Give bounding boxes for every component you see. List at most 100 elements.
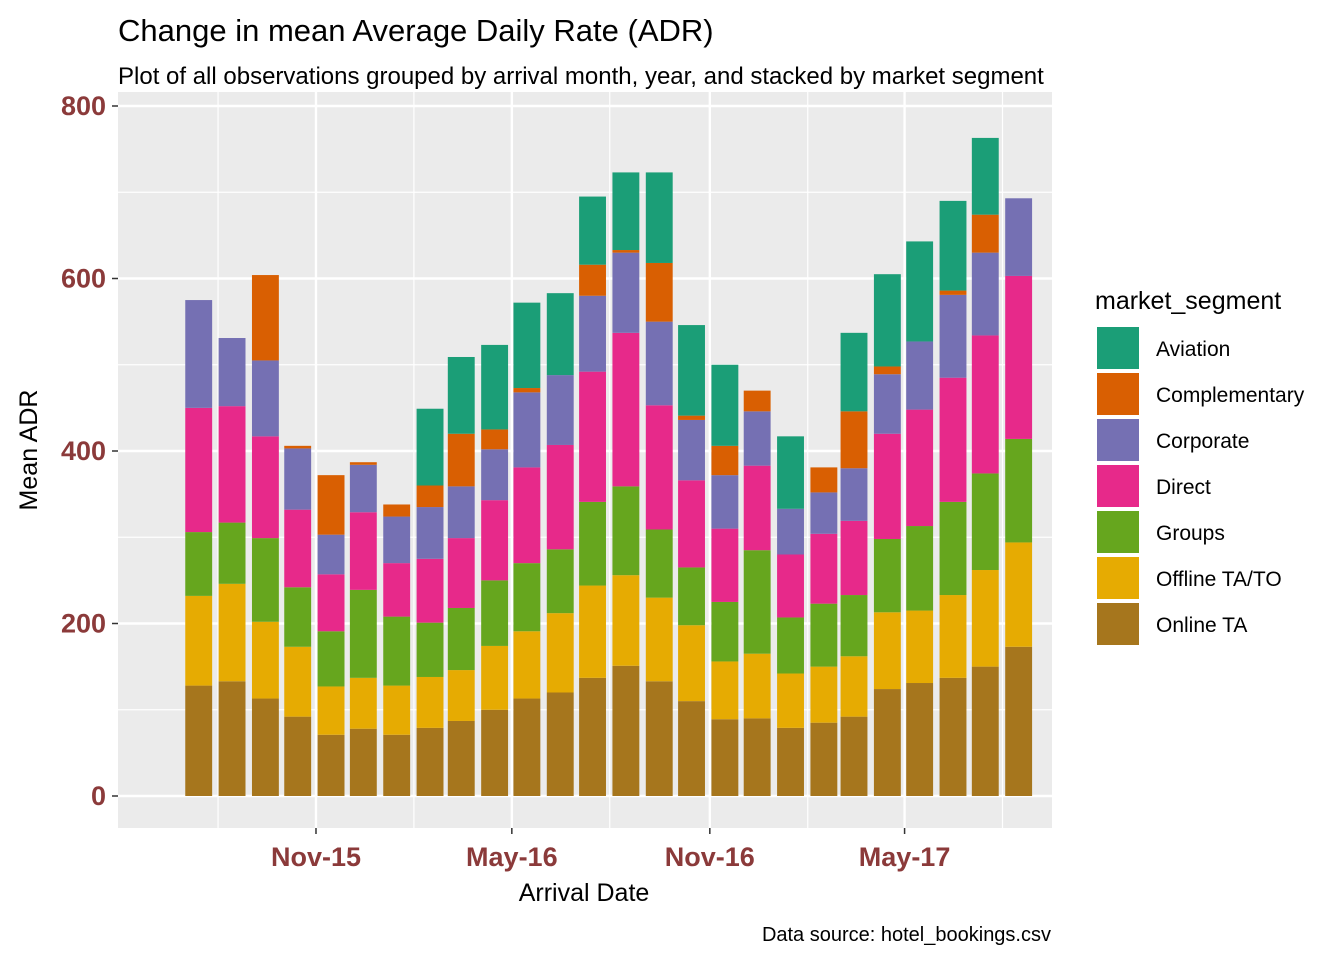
bar-segment-aviation-apr-17	[873, 274, 901, 367]
bar-segment-complementary-dec-15	[349, 462, 377, 465]
legend-swatch	[1097, 465, 1139, 507]
bar-segment-corporate-may-17	[906, 341, 934, 410]
x-tick-label: May-17	[859, 842, 951, 872]
bar-segment-direct-oct-15	[284, 509, 312, 588]
bar-segment-complementary-apr-17	[873, 366, 901, 375]
bar-segment-corporate-may-16	[513, 392, 541, 468]
y-tick-label: 400	[61, 436, 106, 466]
bar-segment-complementary-sep-16	[645, 262, 673, 322]
bar-segment-offline-ta-to-mar-16	[447, 670, 475, 721]
bar-segment-online-ta-jul-17	[971, 666, 999, 797]
bar-segment-corporate-sep-16	[645, 321, 673, 406]
bar-segment-direct-jun-17	[939, 377, 967, 502]
bar-segment-online-ta-dec-16	[743, 718, 771, 797]
bar-segment-complementary-mar-16	[447, 433, 475, 487]
y-tick-label: 600	[61, 264, 106, 294]
bar-segment-direct-aug-17	[1005, 275, 1033, 439]
bar-segment-direct-feb-17	[810, 533, 838, 604]
bar-segment-online-ta-sep-15	[251, 698, 279, 796]
legend-label: Offline TA/TO	[1156, 568, 1282, 591]
bar-segment-complementary-oct-15	[284, 445, 312, 449]
bar-segment-direct-mar-16	[447, 538, 475, 608]
legend-swatch	[1097, 327, 1139, 369]
legend-swatch	[1097, 557, 1139, 599]
bar-segment-corporate-oct-16	[678, 419, 705, 481]
bar-segment-online-ta-may-16	[513, 698, 541, 796]
bar-segment-corporate-feb-17	[810, 492, 838, 534]
bar-segment-groups-apr-16	[481, 580, 509, 646]
bar-segment-complementary-feb-16	[416, 485, 444, 508]
bar-segment-groups-feb-16	[416, 622, 444, 677]
bar-segment-groups-oct-16	[678, 567, 705, 626]
bar-segment-online-ta-aug-17	[1005, 646, 1033, 796]
legend: market_segment Aviation Complementary Corp…	[1095, 287, 1305, 645]
bar-segment-online-ta-jan-16	[383, 734, 411, 796]
bar-segment-online-ta-jul-16	[579, 677, 606, 796]
bar-segment-offline-ta-to-apr-17	[873, 612, 901, 690]
bar-segment-groups-feb-17	[810, 603, 838, 667]
bar-segment-direct-mar-17	[840, 520, 868, 596]
bar-segment-direct-dec-16	[743, 465, 771, 551]
bar-segment-direct-apr-17	[873, 433, 901, 539]
bar-segment-complementary-jul-16	[579, 264, 606, 296]
bar-segment-offline-ta-to-dec-16	[743, 653, 771, 719]
bar-segment-offline-ta-to-jul-16	[579, 585, 606, 678]
bar-segment-offline-ta-to-jun-16	[546, 613, 574, 693]
legend-label: Complementary	[1156, 384, 1305, 407]
bar-segment-complementary-aug-16	[612, 250, 640, 253]
bar-segment-online-ta-nov-15	[317, 734, 345, 796]
bar-segment-direct-dec-15	[349, 512, 377, 590]
bar-segment-direct-sep-15	[251, 436, 279, 539]
bar-segment-groups-sep-15	[251, 538, 279, 622]
bar-segment-direct-nov-16	[711, 528, 739, 602]
bar-segment-offline-ta-to-may-17	[906, 610, 934, 684]
bar-segment-groups-sep-16	[645, 529, 673, 598]
bar-segment-corporate-aug-15	[218, 338, 246, 407]
bar-segment-complementary-mar-17	[840, 411, 868, 469]
legend-swatch	[1097, 419, 1139, 461]
bar-segment-offline-ta-to-jan-17	[777, 673, 804, 728]
bar-segment-complementary-may-16	[513, 388, 541, 393]
bar-segment-groups-mar-16	[447, 607, 475, 671]
bar-segment-offline-ta-to-oct-15	[284, 646, 312, 717]
bar-segment-direct-jan-17	[777, 554, 804, 618]
bar-segment-corporate-feb-16	[416, 507, 444, 559]
bar-segment-direct-apr-16	[481, 500, 509, 581]
bar-segment-corporate-nov-16	[711, 475, 739, 529]
bar-segment-corporate-sep-15	[251, 360, 279, 437]
bar-segment-groups-jan-16	[383, 616, 411, 686]
bar-segment-groups-aug-16	[612, 486, 640, 576]
y-axis: 0 200 400 600 800	[61, 91, 118, 811]
bar-segment-corporate-dec-15	[349, 464, 377, 513]
x-tick-label: May-16	[466, 842, 558, 872]
bar-segment-groups-dec-15	[349, 589, 377, 678]
legend-label: Aviation	[1156, 338, 1230, 361]
bar-segment-groups-aug-17	[1005, 438, 1033, 543]
y-axis-title: Mean ADR	[15, 390, 43, 511]
bar-segment-direct-may-17	[906, 409, 934, 527]
bar-segment-offline-ta-to-sep-15	[251, 621, 279, 699]
bar-segment-complementary-dec-16	[743, 390, 771, 412]
bar-segment-offline-ta-to-jul-15	[185, 595, 213, 686]
bar-segment-direct-feb-16	[416, 558, 444, 623]
caption: Data source: hotel_bookings.csv	[762, 924, 1051, 946]
bar-segment-corporate-jul-15	[185, 300, 213, 408]
bar-segment-offline-ta-to-jul-17	[971, 570, 999, 667]
legend-swatch	[1097, 511, 1139, 553]
legend-swatch	[1097, 603, 1139, 645]
bar-segment-corporate-jul-16	[579, 295, 606, 372]
bar-segment-offline-ta-to-dec-15	[349, 677, 377, 729]
bars	[185, 137, 1033, 797]
bar-segment-online-ta-apr-17	[873, 689, 901, 796]
bar-segment-corporate-jun-16	[546, 375, 574, 445]
bar-segment-complementary-nov-15	[317, 475, 345, 535]
bar-segment-direct-may-16	[513, 467, 541, 564]
bar-segment-corporate-mar-17	[840, 468, 868, 521]
y-tick-label: 200	[61, 609, 106, 639]
chart-subtitle: Plot of all observations grouped by arri…	[118, 63, 1044, 90]
bar-segment-complementary-oct-16	[678, 415, 705, 420]
bar-segment-corporate-mar-16	[447, 486, 475, 539]
bar-segment-online-ta-jan-17	[777, 727, 804, 796]
bar-segment-groups-jul-17	[971, 473, 999, 571]
